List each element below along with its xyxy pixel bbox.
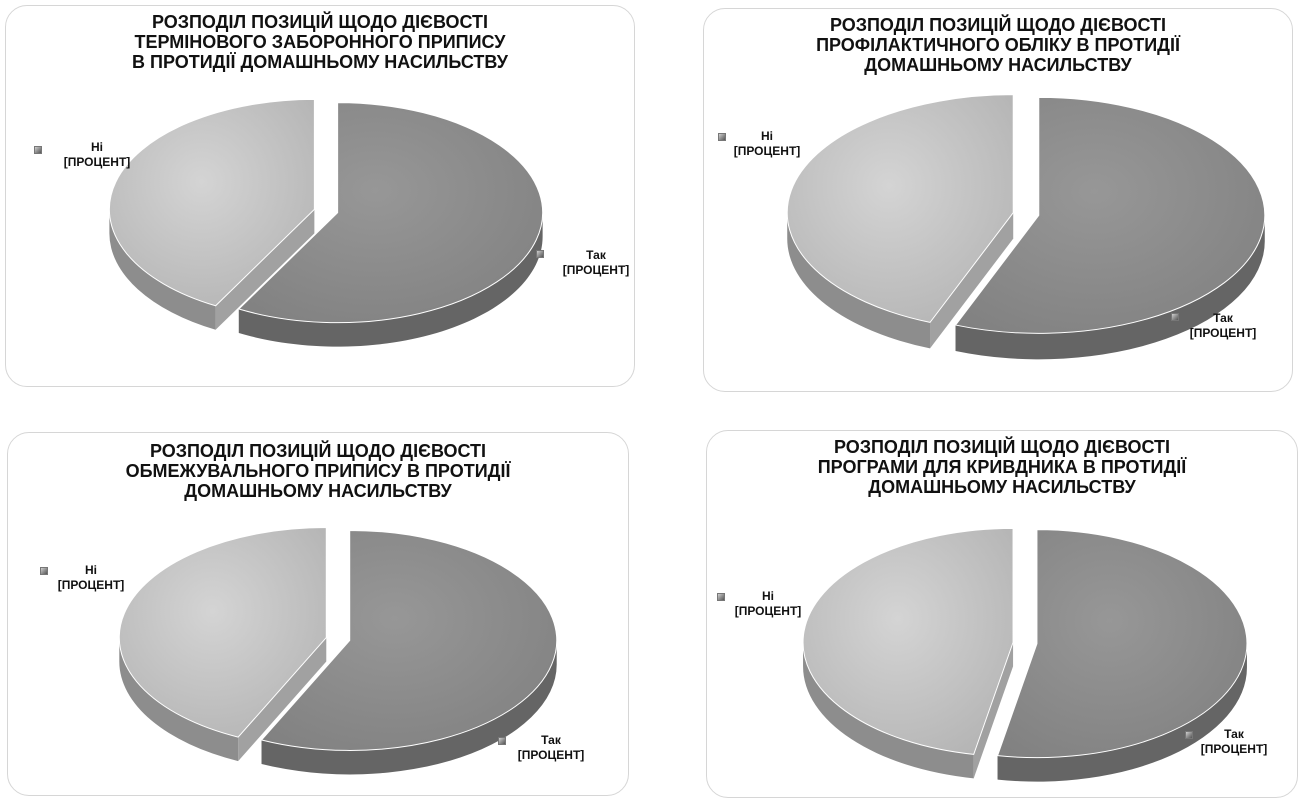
chart-title-line: В ПРОТИДІЇ ДОМАШНЬОМУ НАСИЛЬСТВУ (132, 52, 508, 72)
legend-marker-yes (536, 250, 544, 258)
pie-slice-side-no (109, 209, 216, 330)
pie-slice-side-no (803, 642, 974, 779)
data-label-no: Ні [ПРОЦЕНТ] (733, 129, 801, 158)
chart-panel-4: РОЗПОДІЛ ПОЗИЦІЙ ЩОДО ДІЄВОСТІ ПРОГРАМИ … (706, 430, 1298, 798)
data-label-yes: Так [ПРОЦЕНТ] (1189, 311, 1257, 340)
chart-title-line: РОЗПОДІЛ ПОЗИЦІЙ ЩОДО ДІЄВОСТІ (833, 437, 1171, 457)
pie-slice-side-yes (238, 212, 543, 347)
chart-title: РОЗПОДІЛ ПОЗИЦІЙ ЩОДО ДІЄВОСТІ ТЕРМІНОВО… (6, 12, 634, 72)
chart-title: РОЗПОДІЛ ПОЗИЦІЙ ЩОДО ДІЄВОСТІ ПРОГРАМИ … (707, 437, 1297, 497)
data-label-no: Ні [ПРОЦЕНТ] (63, 140, 131, 169)
pie-slice-side-yes (955, 215, 1265, 360)
pie-slice-no (108, 98, 315, 307)
legend-marker-yes (1171, 313, 1179, 321)
pie-slice-edge-no (973, 642, 1014, 779)
legend-marker-no (34, 146, 42, 154)
pie-slice-side-no (787, 212, 931, 349)
legend-marker-no (718, 133, 726, 141)
legend-marker-yes (1185, 731, 1193, 739)
data-label-no: Ні [ПРОЦЕНТ] (734, 589, 802, 618)
pie-slice-side-yes (261, 640, 557, 775)
pie-slice-edge-no (930, 212, 1014, 349)
chart-panel-3: РОЗПОДІЛ ПОЗИЦІЙ ЩОДО ДІЄВОСТІ ОБМЕЖУВАЛ… (7, 432, 629, 796)
chart-panel-2: РОЗПОДІЛ ПОЗИЦІЙ ЩОДО ДІЄВОСТІ ПРОФІЛАКТ… (703, 8, 1293, 392)
chart-title-line: ТЕРМІНОВОГО ЗАБОРОННОГО ПРИПИСУ (134, 32, 506, 52)
chart-title-line: РОЗПОДІЛ ПОЗИЦІЙ ЩОДО ДІЄВОСТІ (151, 12, 489, 32)
chart-title: РОЗПОДІЛ ПОЗИЦІЙ ЩОДО ДІЄВОСТІ ОБМЕЖУВАЛ… (8, 441, 628, 501)
pie-slice-yes (237, 102, 544, 324)
chart-title-line: ДОМАШНЬОМУ НАСИЛЬСТВУ (868, 477, 1136, 497)
pie-chart (802, 527, 1248, 782)
pie-slice-side-yes (997, 643, 1247, 782)
chart-panel-1: РОЗПОДІЛ ПОЗИЦІЙ ЩОДО ДІЄВОСТІ ТЕРМІНОВО… (5, 5, 635, 387)
pie-chart (786, 94, 1266, 360)
pie-slice-no (118, 527, 327, 738)
pie-slice-side-no (119, 637, 239, 762)
chart-title-line: РОЗПОДІЛ ПОЗИЦІЙ ЩОДО ДІЄВОСТІ (829, 15, 1167, 35)
pie-slice-edge-no (215, 209, 315, 330)
pie-chart (108, 98, 544, 347)
legend-marker-no (717, 593, 725, 601)
chart-title: РОЗПОДІЛ ПОЗИЦІЙ ЩОДО ДІЄВОСТІ ПРОФІЛАКТ… (704, 15, 1292, 75)
data-label-yes: Так [ПРОЦЕНТ] (562, 248, 630, 277)
pie-slice-yes (996, 529, 1248, 759)
pie-slice-edge-no (238, 637, 327, 762)
chart-title-line: РОЗПОДІЛ ПОЗИЦІЙ ЩОДО ДІЄВОСТІ (149, 441, 487, 461)
legend-marker-yes (498, 737, 506, 745)
pie-slice-yes (954, 96, 1266, 334)
data-label-yes: Так [ПРОЦЕНТ] (1200, 727, 1268, 756)
pie-slice-no (786, 94, 1014, 323)
data-label-no: Ні [ПРОЦЕНТ] (57, 563, 125, 592)
pie-slice-yes (260, 529, 558, 751)
chart-title-line: ДОМАШНЬОМУ НАСИЛЬСТВУ (864, 55, 1132, 75)
chart-title-line: ПРОФІЛАКТИЧНОГО ОБЛІКУ В ПРОТИДІЇ (816, 35, 1180, 55)
pie-chart (118, 527, 558, 775)
data-label-yes: Так [ПРОЦЕНТ] (517, 733, 585, 762)
chart-title-line: ОБМЕЖУВАЛЬНОГО ПРИПИСУ В ПРОТИДІЇ (125, 461, 511, 481)
chart-title-line: ПРОГРАМИ ДЛЯ КРИВДНИКА В ПРОТИДІЇ (817, 457, 1187, 477)
chart-title-line: ДОМАШНЬОМУ НАСИЛЬСТВУ (184, 481, 452, 501)
pie-slice-no (802, 527, 1014, 755)
legend-marker-no (40, 567, 48, 575)
